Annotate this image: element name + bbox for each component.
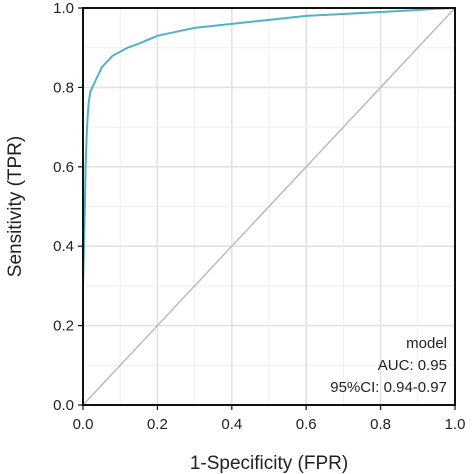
y-tick-label: 0.6 xyxy=(53,159,74,176)
x-tick-label: 0.4 xyxy=(221,416,242,433)
y-tick-label: 0.4 xyxy=(53,238,74,255)
reference-diagonal-line xyxy=(82,7,456,406)
plot-frame xyxy=(82,7,456,406)
y-tick-label: 0.2 xyxy=(53,318,74,335)
x-tick-label: 0.0 xyxy=(73,416,94,433)
x-tick-label: 1.0 xyxy=(445,416,466,433)
y-axis-title: Sensitivity (TPR) xyxy=(5,136,26,277)
annotation-ci: 95%CI: 0.94-0.97 xyxy=(330,379,447,396)
annotation-model: model xyxy=(406,335,447,352)
y-tick-label: 1.0 xyxy=(53,0,74,17)
x-tick-label: 0.8 xyxy=(370,416,391,433)
roc-curve-line xyxy=(82,7,456,405)
x-axis-title: 1-Specificity (FPR) xyxy=(190,453,348,474)
y-tick-label: 0.8 xyxy=(53,79,74,96)
x-axis-ticks: 0.0 0.2 0.4 0.6 0.8 1.0 xyxy=(73,405,466,433)
annotation-auc: AUC: 0.95 xyxy=(378,357,447,374)
y-tick-label: 0.0 xyxy=(53,397,74,414)
x-tick-label: 0.6 xyxy=(296,416,317,433)
x-tick-label: 0.2 xyxy=(147,416,168,433)
y-axis-ticks: 0.0 0.2 0.4 0.6 0.8 1.0 xyxy=(53,0,83,414)
